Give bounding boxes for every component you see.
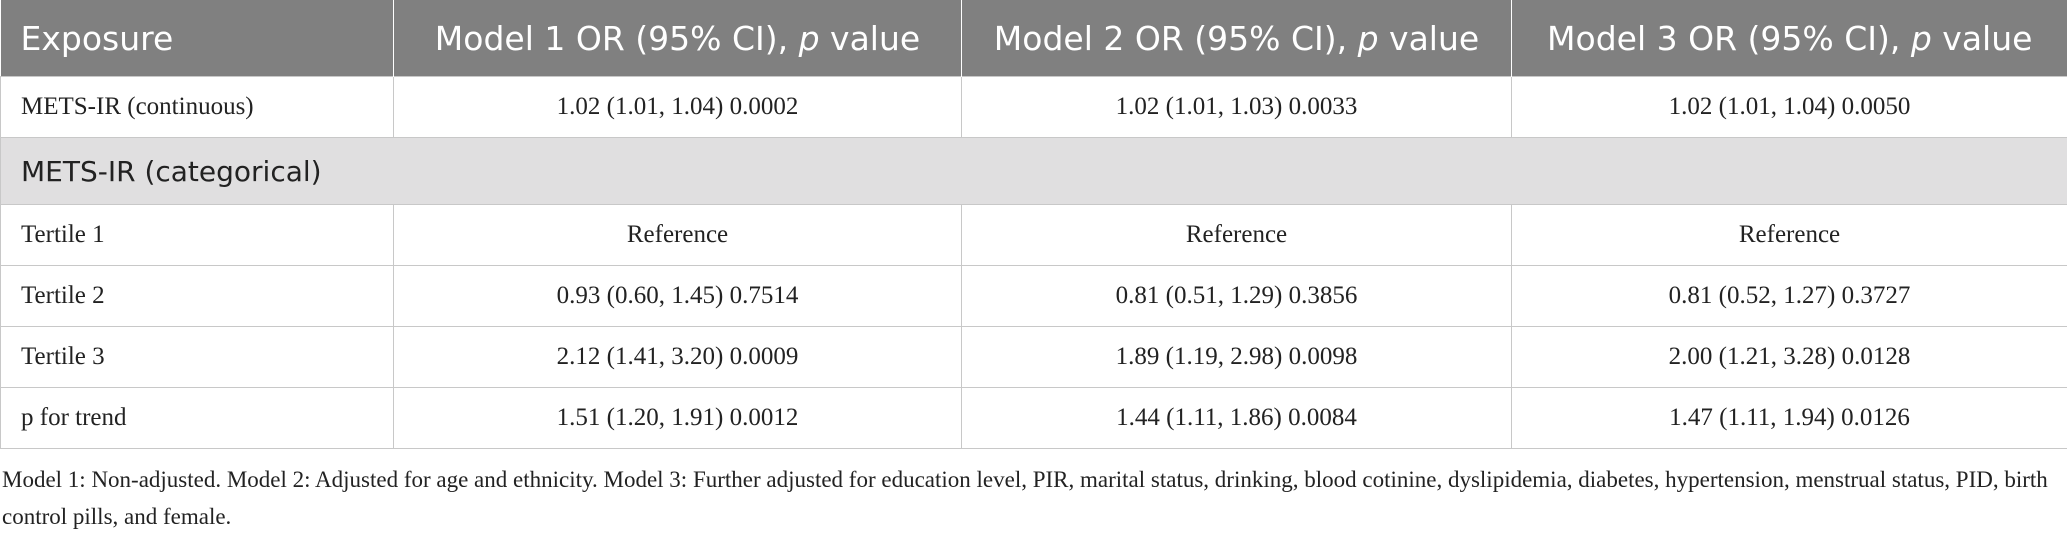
header-text: p xyxy=(1357,18,1379,58)
table-cell: 2.00 (1.21, 3.28) 0.0128 xyxy=(1511,326,2067,388)
table-cell: 0.93 (0.60, 1.45) 0.7514 xyxy=(393,265,962,327)
table-cell: 0.81 (0.52, 1.27) 0.3727 xyxy=(1511,265,2067,327)
header-text: value xyxy=(819,18,921,58)
footnote: Model 1: Non-adjusted. Model 2: Adjusted… xyxy=(2,467,2048,529)
table-cell: 1.89 (1.19, 2.98) 0.0098 xyxy=(961,326,1512,388)
header-cell: Model 2 OR (95% CI), p value xyxy=(961,0,1512,77)
header-text: p xyxy=(798,18,820,58)
header-text: p xyxy=(1910,18,1932,58)
header-text: Model 1 OR (95% CI), xyxy=(434,18,799,58)
header-cell: Exposure xyxy=(0,0,394,77)
header-text: value xyxy=(1931,18,2033,58)
header-cell: Model 1 OR (95% CI), p value xyxy=(393,0,962,77)
table-row: METS-IR (continuous) 1.02 (1.01, 1.04) 0.… xyxy=(0,76,2067,138)
table-row: p for trend 1.51 (1.20, 1.91) 0.0012 1.44 … xyxy=(0,387,2067,449)
header-row: Exposure Model 1 OR (95% CI), p value Mode… xyxy=(0,0,2067,77)
header-text: value xyxy=(1378,18,1480,58)
section-cell: METS-IR (categorical) xyxy=(0,137,2067,205)
table-cell: Reference xyxy=(1511,204,2067,266)
table-cell: 0.81 (0.51, 1.29) 0.3856 xyxy=(961,265,1512,327)
table-cell: 1.47 (1.11, 1.94) 0.0126 xyxy=(1511,387,2067,449)
table-cell: Tertile 1 xyxy=(0,204,394,266)
table-cell: METS-IR (continuous) xyxy=(0,76,394,138)
table-cell: 1.44 (1.11, 1.86) 0.0084 xyxy=(961,387,1512,449)
table-row: Tertile 2 0.93 (0.60, 1.45) 0.7514 0.81 (0… xyxy=(0,265,2067,327)
table-cell: Reference xyxy=(961,204,1512,266)
table-cell: 1.02 (1.01, 1.04) 0.0002 xyxy=(393,76,962,138)
table-cell: Tertile 2 xyxy=(0,265,394,327)
table-row: Tertile 3 2.12 (1.41, 3.20) 0.0009 1.89 (1… xyxy=(0,326,2067,388)
table-cell: 1.02 (1.01, 1.04) 0.0050 xyxy=(1511,76,2067,138)
results-table: Exposure Model 1 OR (95% CI), p value Mode… xyxy=(0,0,2067,449)
table-cell: 1.51 (1.20, 1.91) 0.0012 xyxy=(393,387,962,449)
table-cell: Reference xyxy=(393,204,962,266)
table-cell: 2.12 (1.41, 3.20) 0.0009 xyxy=(393,326,962,388)
header-text: Model 3 OR (95% CI), xyxy=(1547,18,1911,58)
table-cell: p for trend xyxy=(0,387,394,449)
table-row: METS-IR (categorical) xyxy=(0,137,2067,205)
table-cell: Tertile 3 xyxy=(0,326,394,388)
table-body: METS-IR (continuous) 1.02 (1.01, 1.04) 0.… xyxy=(0,76,2067,449)
table-row: Tertile 1 Reference Reference Reference xyxy=(0,204,2067,266)
header-text: Exposure xyxy=(20,18,174,58)
header-text: Model 2 OR (95% CI), xyxy=(993,18,1358,58)
table-cell: 1.02 (1.01, 1.03) 0.0033 xyxy=(961,76,1512,138)
header-cell: Model 3 OR (95% CI), p value xyxy=(1511,0,2067,77)
